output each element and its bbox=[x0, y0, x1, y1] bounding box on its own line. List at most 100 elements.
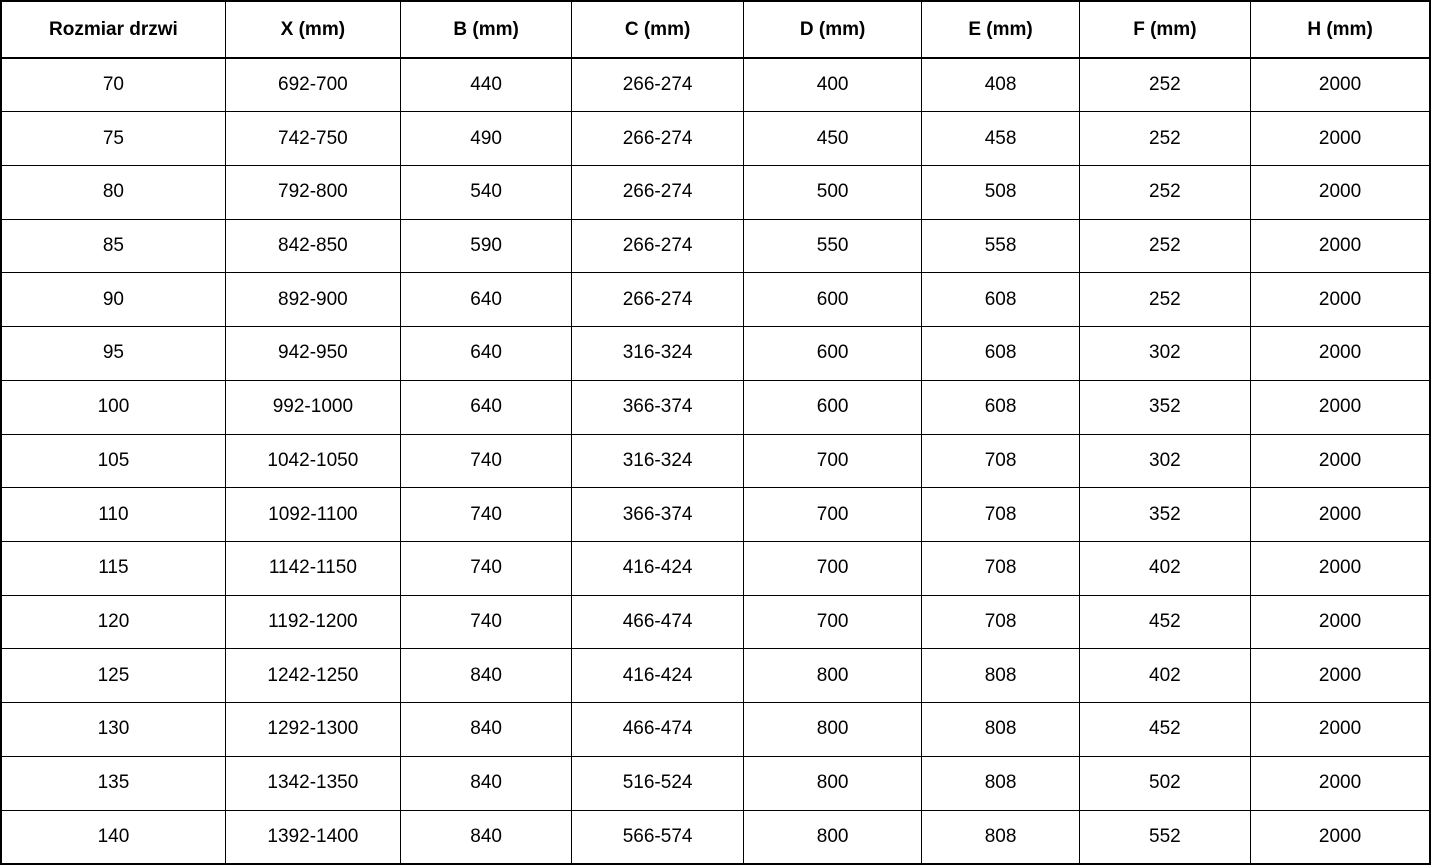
table-cell: 500 bbox=[742, 164, 923, 220]
table-cell: 366-374 bbox=[571, 487, 744, 542]
table-cell: 2000 bbox=[1250, 111, 1431, 166]
table-cell: 2000 bbox=[1250, 594, 1431, 650]
table-cell: 2000 bbox=[1250, 57, 1431, 113]
table-row: 90 892-900 640 266-274 600 608 252 2000 bbox=[0, 272, 1431, 328]
table-cell: 640 bbox=[399, 272, 573, 328]
table-cell: 740 bbox=[399, 487, 573, 542]
table-cell: 840 bbox=[399, 648, 573, 704]
table-cell: 80 bbox=[0, 164, 226, 220]
table-cell: 352 bbox=[1078, 379, 1252, 435]
table-cell: 2000 bbox=[1250, 218, 1431, 274]
header-row: Rozmiar drzwi X (mm) B (mm) C (mm) D (mm) E (… bbox=[0, 0, 1431, 59]
table-row: 115 1142-1150 740 416-424 700 708 402 2000 bbox=[0, 540, 1431, 596]
table-cell: 95 bbox=[0, 326, 226, 381]
table-cell: 800 bbox=[742, 648, 923, 704]
table-cell: 692-700 bbox=[224, 57, 401, 113]
table-cell: 450 bbox=[742, 111, 923, 166]
table-cell: 252 bbox=[1078, 111, 1252, 166]
table-cell: 608 bbox=[921, 326, 1080, 381]
table-cell: 700 bbox=[742, 433, 923, 489]
table-cell: 266-274 bbox=[571, 272, 744, 328]
table-row: 105 1042-1050 740 316-324 700 708 302 2000 bbox=[0, 433, 1431, 489]
table-cell: 352 bbox=[1078, 487, 1252, 542]
table-cell: 266-274 bbox=[571, 218, 744, 274]
table-cell: 100 bbox=[0, 379, 226, 435]
table-row: 125 1242-1250 840 416-424 800 808 402 2000 bbox=[0, 648, 1431, 704]
table-cell: 550 bbox=[742, 218, 923, 274]
table-cell: 566-574 bbox=[571, 809, 744, 865]
table-cell: 740 bbox=[399, 433, 573, 489]
table-cell: 402 bbox=[1078, 540, 1252, 596]
table-cell: 2000 bbox=[1250, 272, 1431, 328]
table-cell: 1242-1250 bbox=[224, 648, 401, 704]
table-cell: 70 bbox=[0, 57, 226, 113]
table-row: 95 942-950 640 316-324 600 608 302 2000 bbox=[0, 326, 1431, 381]
table-cell: 742-750 bbox=[224, 111, 401, 166]
table-cell: 540 bbox=[399, 164, 573, 220]
column-header: C (mm) bbox=[571, 0, 744, 59]
table-cell: 400 bbox=[742, 57, 923, 113]
table-cell: 700 bbox=[742, 540, 923, 596]
table-cell: 808 bbox=[921, 702, 1080, 757]
table-cell: 800 bbox=[742, 702, 923, 757]
table-header: Rozmiar drzwi X (mm) B (mm) C (mm) D (mm) E (… bbox=[0, 0, 1431, 59]
table-row: 85 842-850 590 266-274 550 558 252 2000 bbox=[0, 218, 1431, 274]
table-cell: 2000 bbox=[1250, 326, 1431, 381]
table-cell: 120 bbox=[0, 594, 226, 650]
column-header: E (mm) bbox=[921, 0, 1080, 59]
table-cell: 840 bbox=[399, 755, 573, 811]
table-row: 70 692-700 440 266-274 400 408 252 2000 bbox=[0, 57, 1431, 113]
table-cell: 600 bbox=[742, 272, 923, 328]
table-cell: 1192-1200 bbox=[224, 594, 401, 650]
table-cell: 135 bbox=[0, 755, 226, 811]
table-cell: 1092-1100 bbox=[224, 487, 401, 542]
table-cell: 1392-1400 bbox=[224, 809, 401, 865]
table-cell: 110 bbox=[0, 487, 226, 542]
table-cell: 2000 bbox=[1250, 164, 1431, 220]
table-cell: 840 bbox=[399, 702, 573, 757]
table-row: 100 992-1000 640 366-374 600 608 352 2000 bbox=[0, 379, 1431, 435]
table-cell: 708 bbox=[921, 540, 1080, 596]
table-cell: 700 bbox=[742, 594, 923, 650]
table-cell: 466-474 bbox=[571, 594, 744, 650]
table-row: 75 742-750 490 266-274 450 458 252 2000 bbox=[0, 111, 1431, 166]
table-cell: 105 bbox=[0, 433, 226, 489]
table-cell: 590 bbox=[399, 218, 573, 274]
table-cell: 508 bbox=[921, 164, 1080, 220]
table-cell: 2000 bbox=[1250, 487, 1431, 542]
table-cell: 252 bbox=[1078, 218, 1252, 274]
table-cell: 708 bbox=[921, 487, 1080, 542]
table-cell: 266-274 bbox=[571, 164, 744, 220]
table-cell: 892-900 bbox=[224, 272, 401, 328]
table-cell: 252 bbox=[1078, 272, 1252, 328]
table-cell: 452 bbox=[1078, 594, 1252, 650]
table-cell: 942-950 bbox=[224, 326, 401, 381]
table-cell: 992-1000 bbox=[224, 379, 401, 435]
column-header: Rozmiar drzwi bbox=[0, 0, 226, 59]
table-cell: 1142-1150 bbox=[224, 540, 401, 596]
table-body: 70 692-700 440 266-274 400 408 252 2000 75 742-75… bbox=[0, 57, 1431, 865]
table-cell: 800 bbox=[742, 809, 923, 865]
column-header: D (mm) bbox=[742, 0, 923, 59]
table-row: 130 1292-1300 840 466-474 800 808 452 2000 bbox=[0, 702, 1431, 757]
table-cell: 708 bbox=[921, 594, 1080, 650]
table-cell: 808 bbox=[921, 755, 1080, 811]
table-cell: 2000 bbox=[1250, 755, 1431, 811]
table-cell: 800 bbox=[742, 755, 923, 811]
table-cell: 608 bbox=[921, 272, 1080, 328]
table-cell: 1342-1350 bbox=[224, 755, 401, 811]
table-cell: 416-424 bbox=[571, 540, 744, 596]
table-cell: 600 bbox=[742, 326, 923, 381]
table-cell: 490 bbox=[399, 111, 573, 166]
table-cell: 130 bbox=[0, 702, 226, 757]
table-cell: 2000 bbox=[1250, 540, 1431, 596]
table-cell: 252 bbox=[1078, 57, 1252, 113]
table-cell: 1042-1050 bbox=[224, 433, 401, 489]
table-cell: 115 bbox=[0, 540, 226, 596]
column-header: H (mm) bbox=[1250, 0, 1431, 59]
table-cell: 808 bbox=[921, 809, 1080, 865]
table-cell: 2000 bbox=[1250, 379, 1431, 435]
table-cell: 408 bbox=[921, 57, 1080, 113]
table-cell: 2000 bbox=[1250, 648, 1431, 704]
table-cell: 840 bbox=[399, 809, 573, 865]
